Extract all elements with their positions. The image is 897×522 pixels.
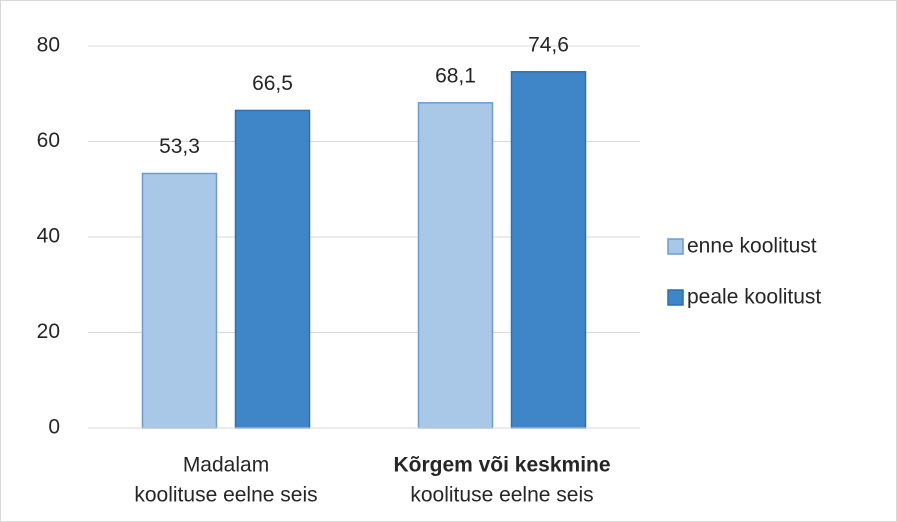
x-tick-label: koolituse eelne seis: [134, 484, 317, 507]
bar: [234, 109, 311, 429]
y-tick-label: 80: [37, 34, 60, 57]
y-tick-label: 20: [37, 320, 60, 343]
value-label: 66,5: [252, 72, 293, 95]
x-tick-label: koolituse eelne seis: [410, 484, 593, 507]
y-tick-label: 0: [48, 416, 60, 439]
value-label: 74,6: [528, 33, 569, 56]
y-tick-label: 40: [37, 225, 60, 248]
x-tick-label: Madalam: [183, 454, 269, 477]
legend-label: enne koolitust: [687, 235, 817, 258]
legend-swatch: [667, 289, 684, 306]
legend-label: peale koolitust: [687, 286, 821, 309]
x-tick-label: Kõrgem või keskmine: [393, 454, 610, 477]
y-tick-label: 60: [37, 129, 60, 152]
value-label: 53,3: [159, 135, 200, 158]
legend-swatch: [667, 238, 684, 255]
bar: [510, 71, 587, 429]
bar: [141, 172, 218, 429]
bar: [417, 102, 494, 429]
value-label: 68,1: [435, 64, 476, 87]
